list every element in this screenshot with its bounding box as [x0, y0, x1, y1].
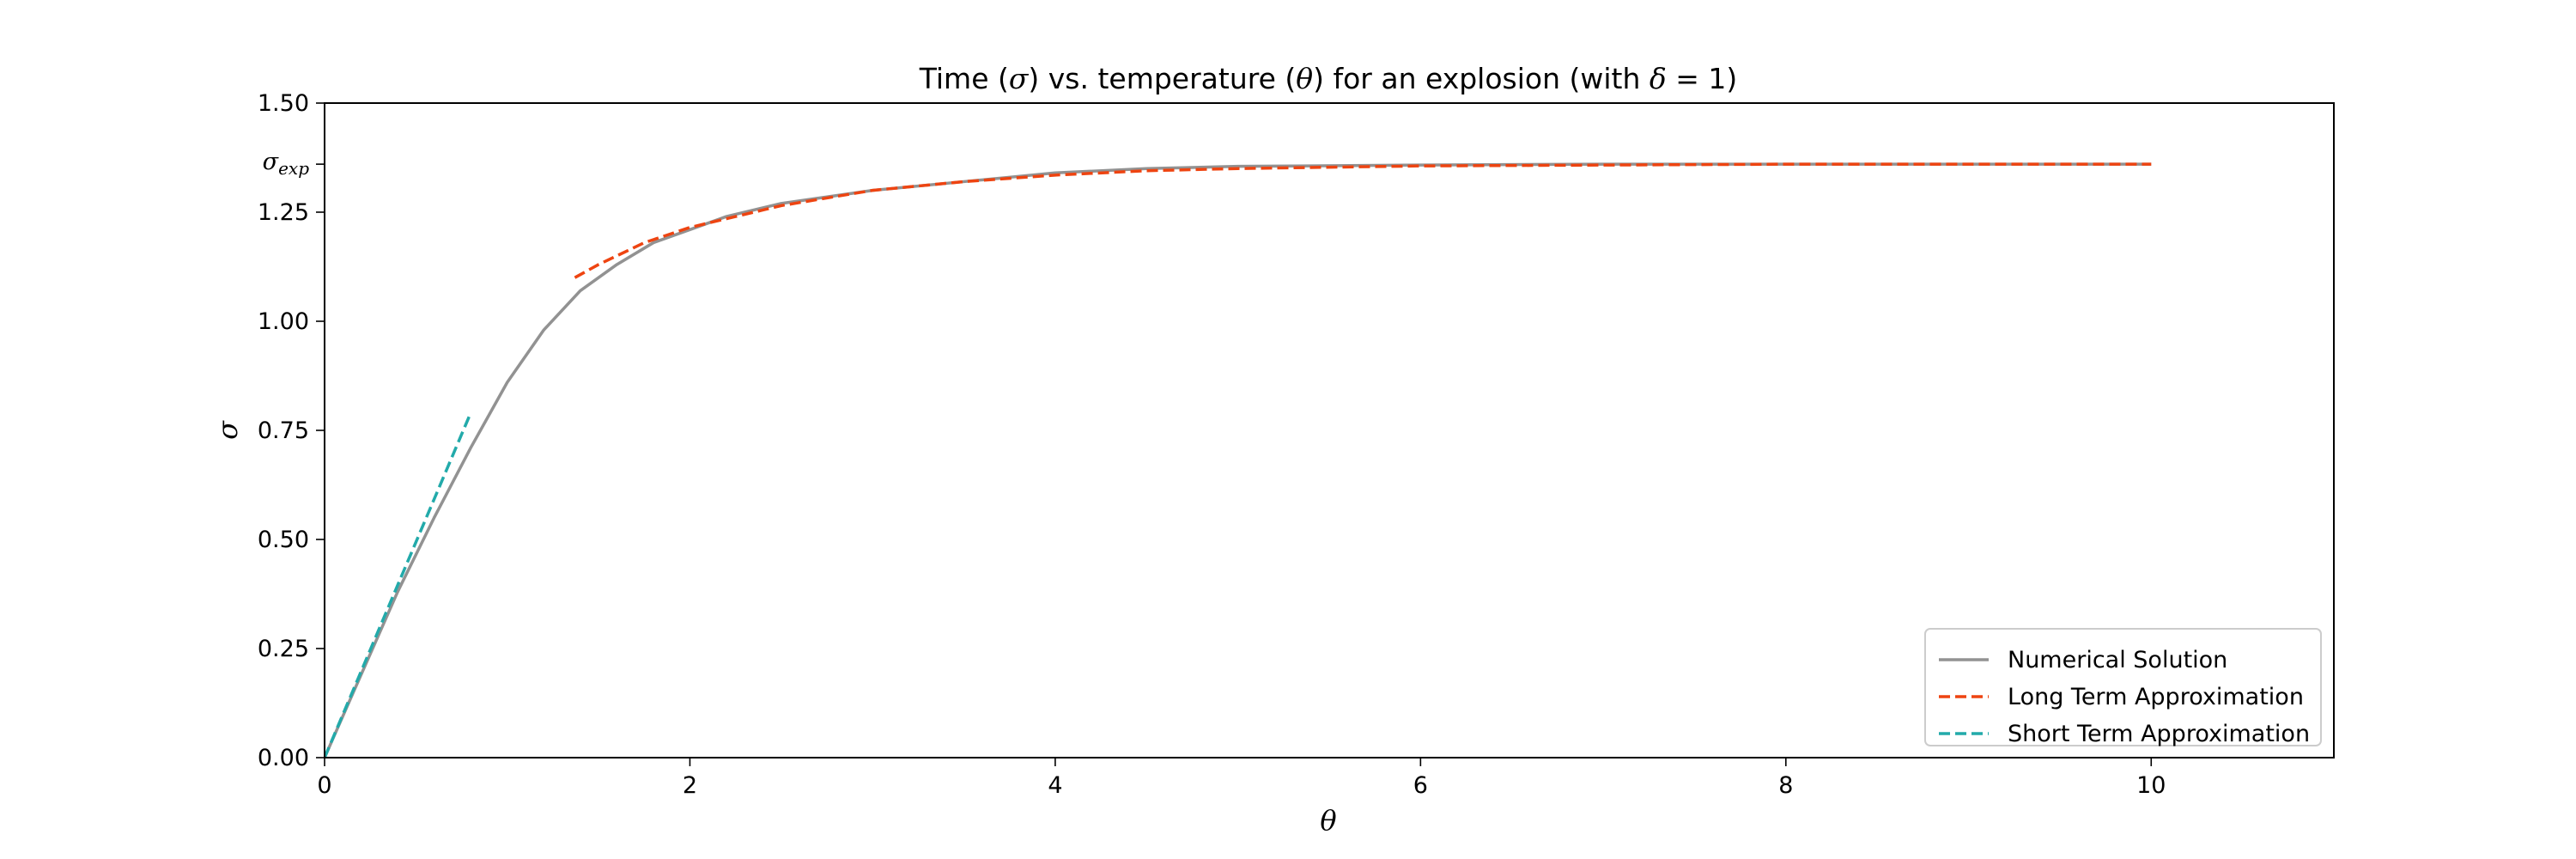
y-tick-label: 0.75 [258, 417, 309, 444]
x-tick-label: 0 [317, 772, 331, 799]
x-tick-label: 10 [2136, 772, 2166, 799]
y-tick-label: 0.25 [258, 636, 309, 662]
x-axis-ticks: 0 2 4 6 8 10 [317, 758, 2166, 799]
x-tick-label: 4 [1048, 772, 1062, 799]
sigma-exp-tick-label: σexp [263, 149, 310, 179]
y-tick-label: 1.00 [258, 308, 309, 335]
legend-box [1924, 628, 2322, 746]
series-line-long-term-approximation [574, 162, 2152, 279]
series-layer [325, 162, 2152, 758]
chart-title: Time (σ) vs. temperature (θ) for an expl… [919, 62, 1738, 95]
sigma-exp-tick: σexp [263, 149, 325, 179]
y-axis-label: σ [211, 420, 244, 440]
x-axis-label: θ [1320, 804, 1336, 837]
y-tick-label: 1.50 [258, 90, 309, 117]
x-tick-label: 8 [1778, 772, 1793, 799]
y-tick-label: 1.25 [258, 199, 309, 226]
series-line-numerical-solution [325, 162, 2152, 758]
legend: Numerical Solution Long Term Approximatio… [1924, 628, 2322, 747]
x-tick-label: 6 [1413, 772, 1428, 799]
legend-label-numerical-solution: Numerical Solution [2008, 647, 2227, 673]
y-tick-label: 0.50 [258, 527, 309, 553]
legend-label-short-term-approximation: Short Term Approximation [2008, 721, 2310, 747]
x-tick-label: 2 [683, 772, 697, 799]
legend-label-long-term-approximation: Long Term Approximation [2008, 684, 2304, 710]
y-axis-ticks: 0.00 0.25 0.50 0.75 1.00 1.25 1.50 [258, 90, 325, 771]
y-tick-label: 0.00 [258, 745, 309, 771]
series-line-short-term-approximation [325, 411, 472, 758]
